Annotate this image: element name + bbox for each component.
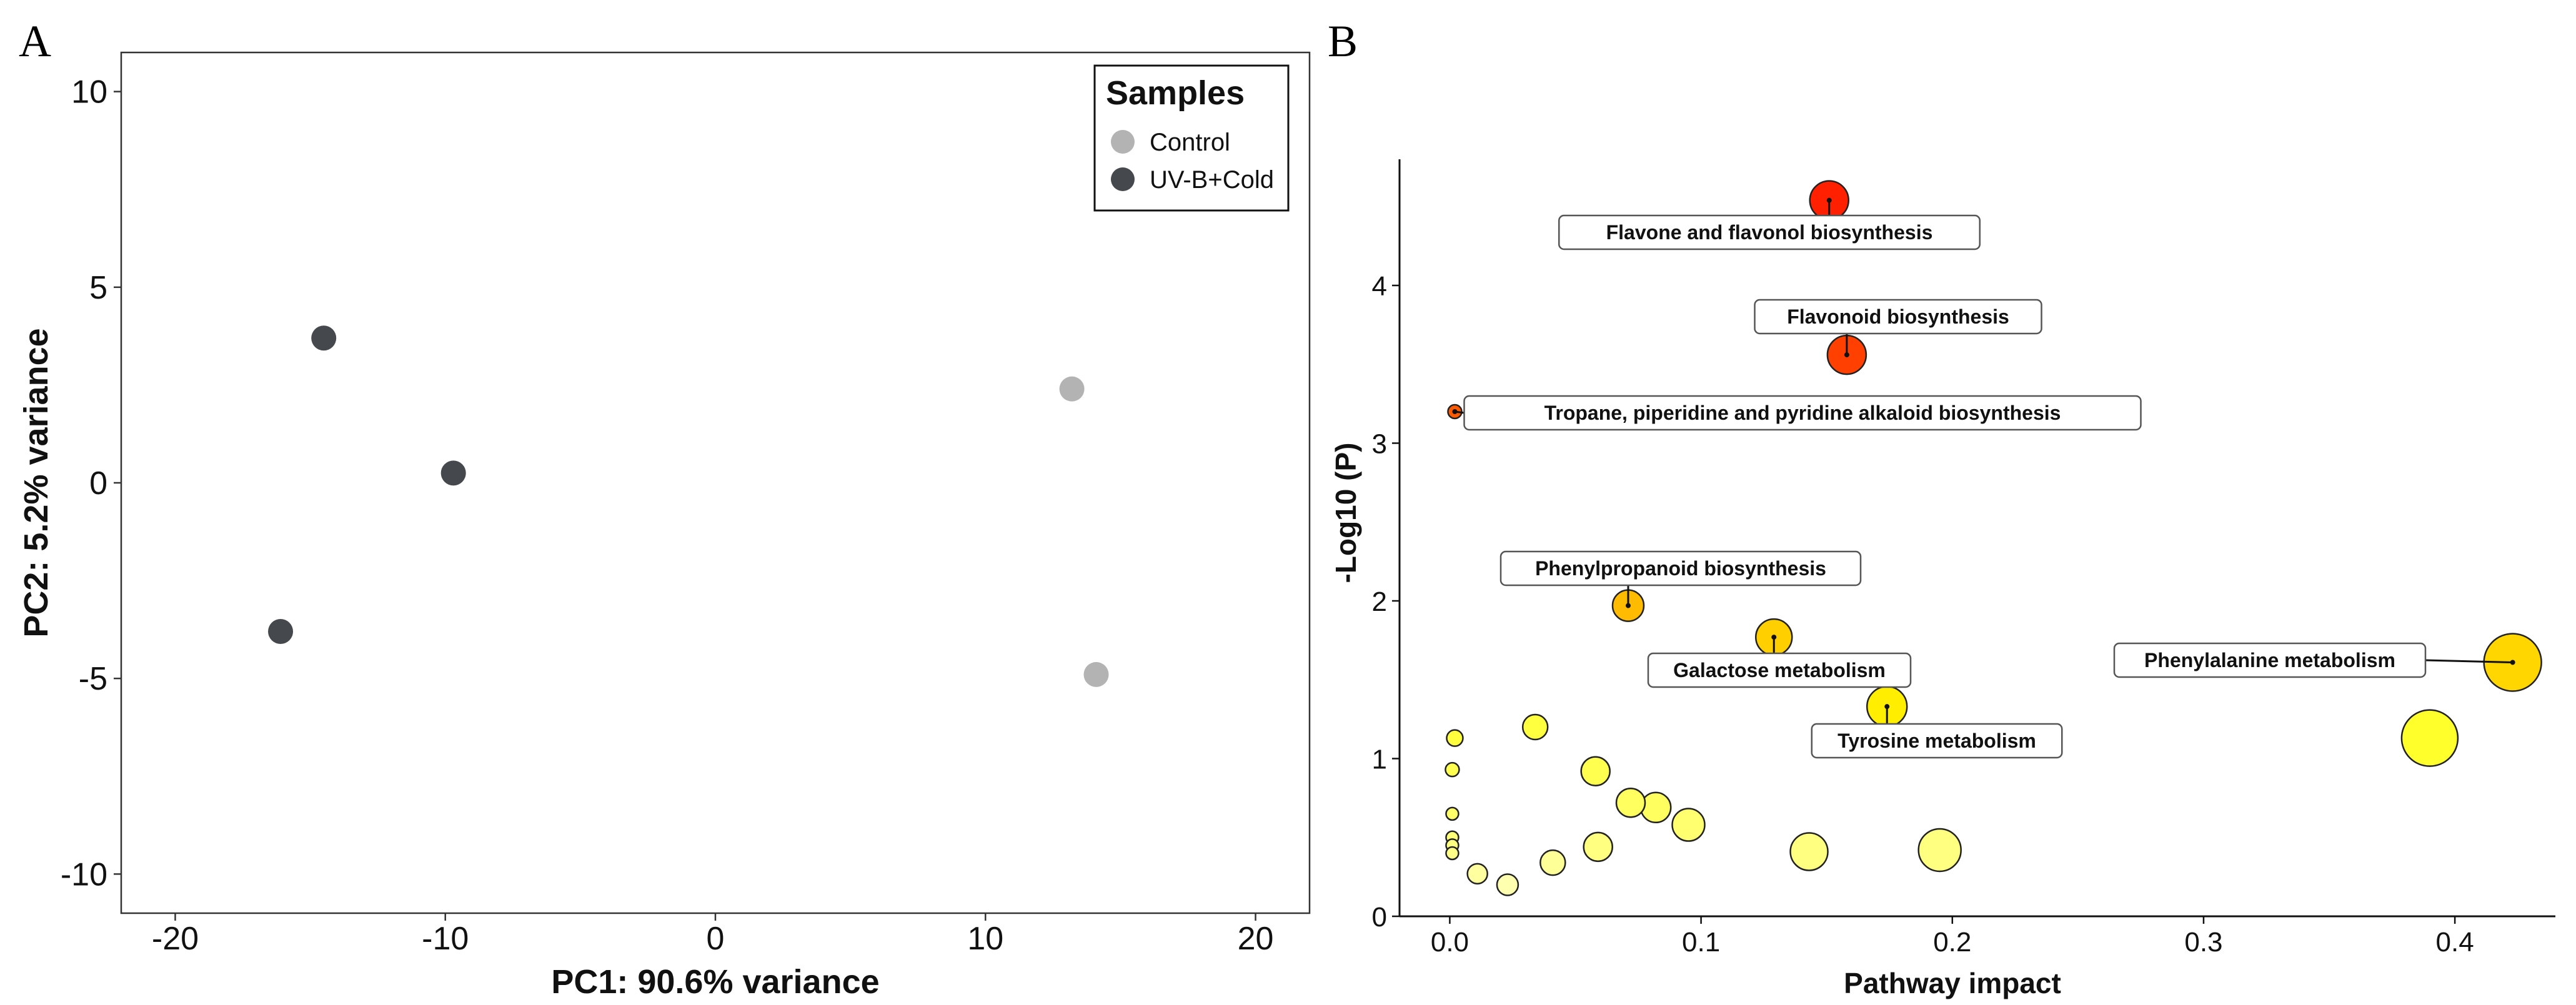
panel-letter-b: B bbox=[1328, 16, 1358, 66]
pathway-point bbox=[1639, 791, 1672, 824]
pathway-x-axis-title: Pathway impact bbox=[1844, 967, 2061, 999]
pathway-x-tick-label: 0.2 bbox=[1933, 927, 1971, 958]
pathway-point bbox=[2400, 709, 2459, 767]
pathway-annotation-box bbox=[1463, 395, 2142, 431]
pathway-point bbox=[1446, 729, 1464, 747]
pathway-annotation-box bbox=[1558, 214, 1981, 250]
pca-ticks: -20 -10 0 10 20 -10 -5 0 5 10 bbox=[61, 74, 1274, 957]
pathway-y-tick-label: 2 bbox=[1372, 587, 1387, 617]
pathway-annotation-label: Tyrosine metabolism bbox=[1838, 730, 2036, 752]
pathway-annotation-box bbox=[2113, 642, 2427, 678]
pathway-x-tick-label: 0.4 bbox=[2436, 927, 2474, 958]
pathway-point bbox=[1466, 863, 1488, 885]
pca-legend-label-uvb-cold: UV-B+Cold bbox=[1150, 166, 1274, 194]
pathway-point bbox=[1539, 849, 1566, 876]
pathway-annotation: Phenylpropanoid biosynthesis bbox=[1499, 550, 1862, 608]
pathway-annotation: Flavonoid biosynthesis bbox=[1754, 299, 2042, 358]
pathway-annotation-label: Phenylalanine metabolism bbox=[2144, 649, 2395, 671]
pathway-annotation-anchor bbox=[1844, 352, 1849, 358]
pathway-annotation-anchor bbox=[1452, 409, 1458, 414]
pathway-y-axis-title: -Log10 (P) bbox=[1330, 443, 1362, 583]
pca-legend-swatch-control bbox=[1111, 130, 1135, 154]
pca-point-control bbox=[1083, 661, 1109, 687]
pca-x-axis-title: PC1: 90.6% variance bbox=[551, 963, 879, 1001]
pca-y-tick-label: 5 bbox=[89, 270, 107, 306]
pathway-point bbox=[1445, 761, 1460, 778]
pathway-annotation-anchor bbox=[2510, 660, 2515, 665]
pathway-x-tick-label: 0.1 bbox=[1682, 927, 1720, 958]
pathway-point bbox=[1671, 808, 1706, 842]
pca-point-control bbox=[1059, 376, 1085, 402]
pathway-point bbox=[1580, 756, 1611, 786]
pca-x-tick-label: 0 bbox=[707, 921, 725, 957]
pathway-axes bbox=[1398, 159, 2555, 918]
pathway-annotation-anchor bbox=[1884, 704, 1890, 710]
pathway-annotation-box bbox=[1647, 652, 1912, 688]
pathway-annotation-box bbox=[1811, 723, 2063, 759]
pathway-point bbox=[1917, 828, 1962, 873]
pca-x-tick-label: -20 bbox=[152, 921, 199, 957]
pca-x-tick-label: -10 bbox=[422, 921, 469, 957]
pathway-annotation-box bbox=[1499, 550, 1862, 587]
pathway-x-tick-label: 0.0 bbox=[1431, 927, 1469, 958]
pathway-annotation-label: Flavonoid biosynthesis bbox=[1787, 305, 2009, 328]
pathway-annotation-box bbox=[1754, 299, 2042, 335]
pca-legend-title: Samples bbox=[1106, 74, 1245, 112]
pathway-point bbox=[1583, 831, 1613, 863]
pathway-point bbox=[1789, 832, 1829, 871]
pathway-annotation: Galactose metabolism bbox=[1647, 635, 1912, 688]
panel-letter-a: A bbox=[19, 16, 51, 66]
pathway-chart: 0.0 0.1 0.2 0.3 0.4 0 1 2 3 4 Flavone and flavono… bbox=[1330, 159, 2555, 999]
pathway-y-tick-label: 0 bbox=[1372, 902, 1387, 933]
pca-y-axis-title: PC2: 5.2% variance bbox=[17, 328, 55, 637]
pathway-annotation: Flavone and flavonol biosynthesis bbox=[1558, 197, 1981, 250]
pathway-annotation-connector bbox=[2425, 659, 2513, 663]
pca-point-uv-b-cold bbox=[440, 460, 466, 486]
pathway-annotation: Tyrosine metabolism bbox=[1811, 704, 2063, 759]
pathway-annotation-anchor bbox=[1625, 603, 1631, 608]
pca-y-tick-label: -5 bbox=[79, 661, 107, 697]
pathway-annotation-label: Galactose metabolism bbox=[1673, 659, 1886, 681]
pca-chart: -20 -10 0 10 20 -10 -5 0 5 10 PC1: 90.6% variance… bbox=[17, 51, 1311, 1001]
pca-points bbox=[268, 325, 1109, 687]
pathway-ticks: 0.0 0.1 0.2 0.3 0.4 0 1 2 3 4 bbox=[1372, 271, 2474, 958]
pca-legend-swatch-uvb-cold bbox=[1111, 167, 1135, 191]
pca-point-uv-b-cold bbox=[268, 619, 294, 645]
pathway-point bbox=[1615, 787, 1646, 818]
pathway-point bbox=[1521, 713, 1549, 741]
pathway-annotation-label: Phenylpropanoid biosynthesis bbox=[1535, 557, 1826, 580]
pca-legend: Samples Control UV-B+Cold bbox=[1093, 64, 1290, 212]
pca-x-tick-label: 20 bbox=[1238, 921, 1274, 957]
pathway-annotation: Tropane, piperidine and pyridine alkaloi… bbox=[1452, 395, 2142, 431]
pathway-point bbox=[1445, 806, 1460, 821]
pathway-annotation-anchor bbox=[1771, 635, 1777, 640]
pca-point-uv-b-cold bbox=[311, 325, 337, 351]
pathway-y-tick-label: 4 bbox=[1372, 271, 1387, 302]
pathway-annotation-anchor bbox=[1826, 197, 1832, 203]
pathway-annotations: Flavone and flavonol biosynthesis Flavono… bbox=[1452, 197, 2515, 759]
pca-y-tick-label: 10 bbox=[71, 74, 107, 111]
pathway-point bbox=[1496, 873, 1519, 896]
pathway-y-tick-label: 1 bbox=[1372, 745, 1387, 775]
pca-x-tick-label: 10 bbox=[967, 921, 1003, 957]
pathway-x-tick-label: 0.3 bbox=[2184, 927, 2222, 958]
pathway-y-tick-label: 3 bbox=[1372, 429, 1387, 460]
pca-y-tick-label: -10 bbox=[61, 856, 107, 893]
pathway-annotation-label: Tropane, piperidine and pyridine alkaloi… bbox=[1544, 402, 2061, 424]
pathway-annotation: Phenylalanine metabolism bbox=[2113, 642, 2515, 678]
pca-y-tick-label: 0 bbox=[89, 465, 107, 502]
pathway-points bbox=[1445, 180, 2542, 896]
pathway-point bbox=[1445, 846, 1460, 861]
pathway-annotation-label: Flavone and flavonol biosynthesis bbox=[1606, 221, 1933, 244]
pca-legend-label-control: Control bbox=[1150, 129, 1230, 156]
